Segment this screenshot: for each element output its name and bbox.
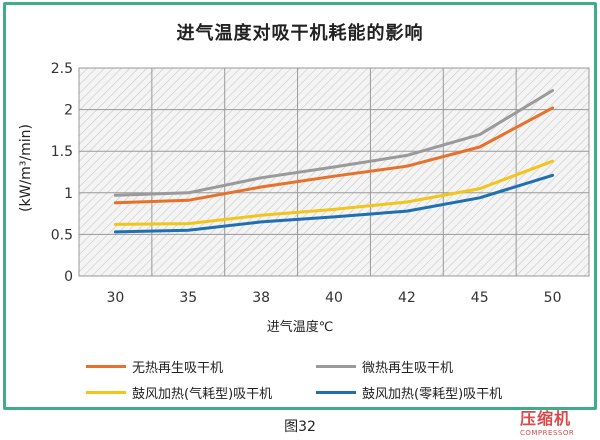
x-tick-label: 30: [107, 290, 125, 306]
x-tick-label: 45: [471, 290, 489, 306]
series-line-1: [113, 106, 555, 205]
x-tick-label: 50: [544, 290, 562, 306]
figure-caption: 图32: [284, 419, 316, 435]
y-tick-label: 1: [64, 186, 73, 202]
x-tick-label: 40: [325, 290, 343, 306]
plot-area: [78, 67, 590, 277]
x-tick-label: 42: [398, 290, 416, 306]
x-tick-label: 38: [252, 290, 270, 306]
x-tick-label: 35: [179, 290, 197, 306]
series-line-3: [113, 159, 555, 226]
y-tick-label: 0: [64, 269, 73, 285]
logo-subtext: COMPRESSOR: [520, 429, 575, 437]
line-chart: 0 0.5 1 1.5 2 2.5 30 35 38 40 42 45 50: [51, 61, 590, 306]
y-tick-label: 0.5: [51, 227, 73, 243]
y-tick-label: 1.5: [51, 144, 73, 160]
series-line-4: [113, 173, 555, 234]
compressor-logo: 压缩机 COMPRESSOR: [520, 405, 596, 437]
chart-title: 进气温度对吸干机耗能的影响: [176, 23, 424, 44]
logo-text: 压缩机: [520, 409, 572, 428]
y-tick-label: 2.5: [51, 61, 73, 77]
series-line-2: [113, 89, 555, 197]
y-tick-label: 2: [64, 103, 73, 119]
chart-card: 进气温度对吸干机耗能的影响 (kW/m³/min) 进气温度℃ 0 0.5 1 1.5…: [3, 2, 597, 410]
x-axis-label: 进气温度℃: [266, 320, 334, 335]
